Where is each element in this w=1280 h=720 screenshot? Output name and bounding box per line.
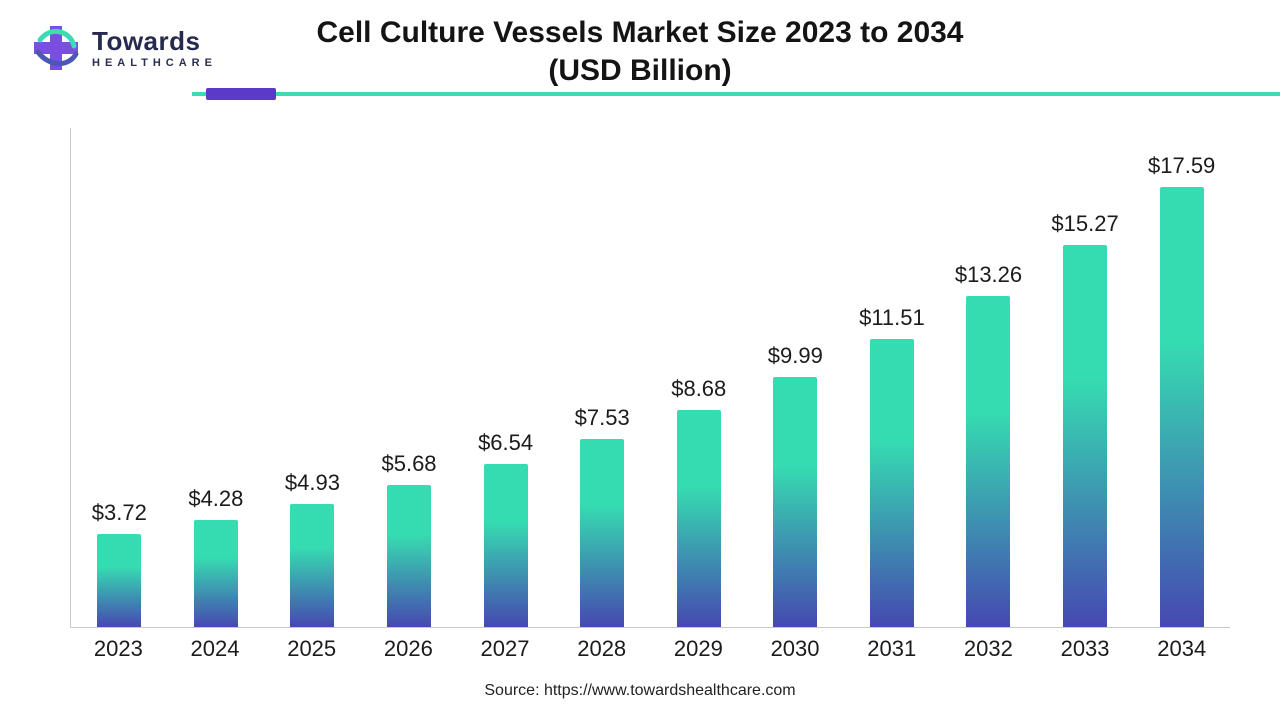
title-line2: (USD Billion) [548,54,731,87]
bar-slot: $4.28 [168,486,265,627]
accent-chip [206,88,276,100]
accent-underline [192,92,1280,96]
bar [97,534,141,627]
bar-value-label: $4.28 [188,486,243,512]
bar-slot: $11.51 [844,305,941,627]
bar-value-label: $11.51 [859,305,925,331]
bar [966,296,1010,628]
bar-slot: $7.53 [554,405,651,627]
bar [1160,187,1204,627]
x-tick-label: 2029 [650,636,747,662]
x-tick-label: 2023 [70,636,167,662]
bar-value-label: $4.93 [285,470,340,496]
x-tick-label: 2025 [263,636,360,662]
page-root: Towards HEALTHCARE Cell Culture Vessels … [0,0,1280,720]
bar-slot: $5.68 [361,451,458,627]
bar-value-label: $3.72 [92,500,147,526]
bar-value-label: $6.54 [478,430,533,456]
x-tick-label: 2026 [360,636,457,662]
title-line1: Cell Culture Vessels Market Size 2023 to… [316,16,963,49]
x-axis-labels: 2023202420252026202720282029203020312032… [70,636,1230,662]
x-tick-label: 2024 [167,636,264,662]
x-tick-label: 2032 [940,636,1037,662]
bars-container: $3.72 $4.28 $4.93 $5.68 $6.54 $7.53 $8.68 $9.99… [71,128,1230,627]
source-footnote: Source: https://www.towardshealthcare.co… [0,682,1280,700]
x-tick-label: 2033 [1037,636,1134,662]
bar-slot: $15.27 [1037,211,1134,627]
bar [677,410,721,627]
bar-slot: $13.26 [940,262,1037,628]
x-tick-label: 2030 [747,636,844,662]
bar-slot: $6.54 [457,430,554,628]
bar [870,339,914,627]
bar [290,504,334,627]
bar [484,464,528,628]
bar [580,439,624,627]
bar [194,520,238,627]
plot-area: $3.72 $4.28 $4.93 $5.68 $6.54 $7.53 $8.68 $9.99… [70,128,1230,628]
bar-slot: $3.72 [71,500,168,627]
bar-value-label: $5.68 [381,451,436,477]
bar-slot: $4.93 [264,470,361,627]
x-tick-label: 2027 [457,636,554,662]
bar-value-label: $9.99 [768,343,823,369]
bar-slot: $9.99 [747,343,844,627]
bar [387,485,431,627]
x-tick-label: 2028 [553,636,650,662]
bar-value-label: $8.68 [671,376,726,402]
bar-value-label: $17.59 [1148,153,1215,179]
bar [1063,245,1107,627]
bar-slot: $17.59 [1133,153,1230,627]
bar-value-label: $15.27 [1051,211,1118,237]
x-tick-label: 2031 [843,636,940,662]
chart-title: Cell Culture Vessels Market Size 2023 to… [0,14,1280,89]
bar [773,377,817,627]
bar-value-label: $13.26 [955,262,1022,288]
bar-slot: $8.68 [650,376,747,627]
x-tick-label: 2034 [1133,636,1230,662]
bar-chart: $3.72 $4.28 $4.93 $5.68 $6.54 $7.53 $8.68 $9.99… [70,128,1230,628]
bar-value-label: $7.53 [575,405,630,431]
